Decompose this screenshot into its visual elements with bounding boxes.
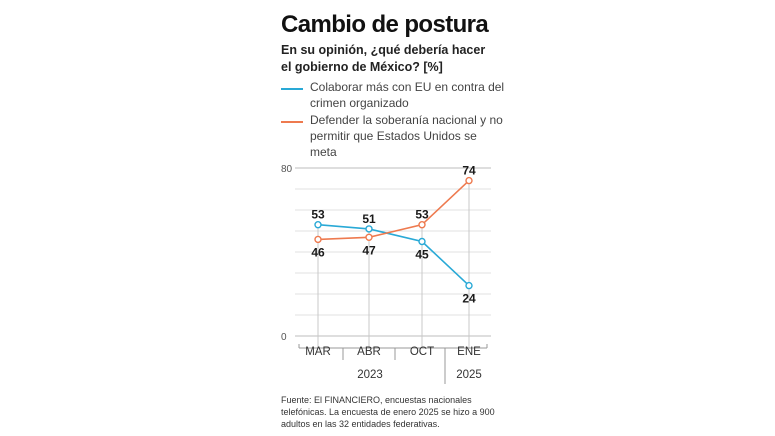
data-point-s1-abr <box>365 233 373 242</box>
data-label-s0-oct: 45 <box>415 248 429 262</box>
data-label-s1-oct: 53 <box>415 208 429 222</box>
series-line-0 <box>317 223 470 287</box>
line-chart: 0 80 MAR ABR OCT ENE 2023 2025 53 46 51 47 45 53 24 74 <box>281 164 491 384</box>
x-tick-label-oct: OCT <box>410 346 434 358</box>
series-line-1 <box>317 180 470 241</box>
data-point-s0-mar <box>314 220 322 229</box>
y-tick-label-80: 80 <box>281 164 293 175</box>
source-note: Fuente: El FINANCIERO, encuestas naciona… <box>281 395 495 429</box>
legend-swatch-colaborar <box>281 88 303 90</box>
legend-label-defender: Defender la soberanía nacional y no perm… <box>310 113 503 159</box>
x-tick-label-mar: MAR <box>305 346 331 358</box>
data-point-s0-ene <box>465 281 473 290</box>
legend-label-colaborar: Colaborar más con EU en contra del crime… <box>310 80 505 110</box>
chart-subtitle: En su opinión, ¿qué debería hacer el gob… <box>281 43 486 74</box>
data-label-s0-abr: 51 <box>362 212 376 226</box>
data-label-s0-ene: 24 <box>462 292 476 306</box>
legend-swatch-defender <box>281 121 303 123</box>
chart-panel: Cambio de postura En su opinión, ¿qué de… <box>281 0 504 436</box>
x-tick-label-ene: ENE <box>457 346 481 358</box>
data-point-s1-oct <box>418 220 426 229</box>
x-tick-label-abr: ABR <box>357 346 381 358</box>
y-tick-label-0: 0 <box>281 332 287 343</box>
data-point-s1-ene <box>465 176 473 185</box>
data-label-s1-ene: 74 <box>462 164 476 178</box>
year-label-2023: 2023 <box>357 369 383 381</box>
chart-title: Cambio de postura <box>281 11 489 38</box>
data-point-s0-abr <box>365 225 373 233</box>
data-label-s1-mar: 46 <box>311 245 325 259</box>
data-point-s0-oct <box>418 237 426 246</box>
data-point-s1-mar <box>314 235 322 244</box>
data-label-s0-mar: 53 <box>311 208 325 222</box>
data-label-s1-abr: 47 <box>362 243 376 257</box>
year-label-2025: 2025 <box>456 369 482 381</box>
